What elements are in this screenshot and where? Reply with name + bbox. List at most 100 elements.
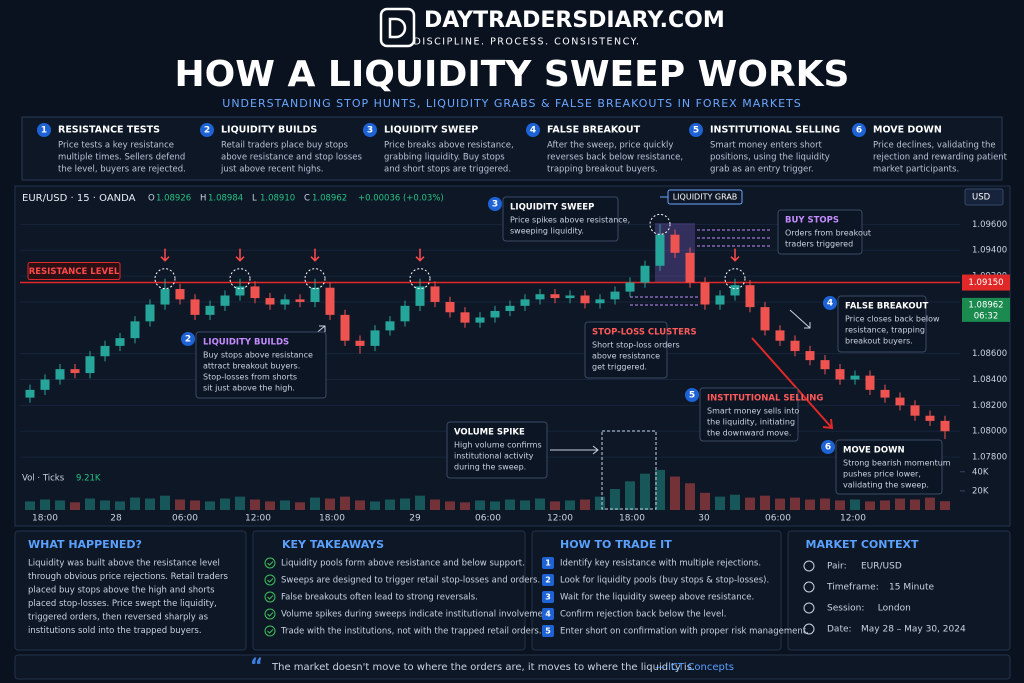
x-tick-label: 06:00 [765, 514, 791, 524]
last-price: 1.08962 [968, 300, 1003, 310]
ohlc-value: 1.08926 [156, 194, 191, 204]
candle-body [745, 285, 755, 308]
volume-bar [130, 497, 140, 510]
candle-body [205, 305, 215, 315]
volume-bar [190, 500, 200, 510]
volume-bar [505, 499, 515, 510]
annotation-box [195, 331, 327, 399]
volume-bar [580, 499, 590, 510]
step-badge [37, 123, 51, 137]
ohlc-label: H [200, 194, 206, 204]
candle-body [520, 299, 530, 306]
context-label: Session: [827, 604, 864, 614]
candle-body [670, 234, 680, 253]
candle-body [415, 286, 425, 306]
candle-body [400, 305, 410, 322]
volume-bar [475, 500, 485, 510]
annotation-title: STOP-LOSS CLUSTERS [592, 328, 697, 338]
step-text: After the sweep, price quickly [547, 141, 673, 151]
step-title: LIQUIDITY SWEEP [384, 125, 478, 136]
countdown: 06:32 [974, 311, 999, 321]
check-mark [267, 578, 274, 583]
volume-bar [370, 501, 380, 510]
candle-body [235, 286, 245, 296]
volume-bar [790, 497, 800, 510]
sell-arrow [751, 337, 834, 430]
step-square [542, 557, 554, 569]
candle-body [595, 299, 605, 304]
annotation-text: Short stop-loss orders [592, 341, 680, 350]
annotation-text: above resistance [592, 352, 660, 361]
annotation-title: BUY STOPS [785, 216, 839, 226]
trade-number: 4 [545, 610, 551, 619]
step-text: positions, using the liquidity [710, 153, 830, 163]
candle-body [460, 312, 470, 323]
volume-bar [865, 501, 875, 510]
check-mark [267, 612, 274, 617]
volume-bar [145, 498, 155, 510]
step-title: RESISTANCE TESTS [58, 125, 160, 136]
annotation-text: pushes price lower, [843, 470, 921, 479]
check-icon [264, 608, 276, 620]
annotation-number: 4 [827, 299, 833, 309]
volume-tick-label: 20K [972, 486, 989, 496]
volume-bar [355, 500, 365, 510]
candle-body [805, 351, 815, 361]
step-text: the level, buyers are rejected. [58, 165, 186, 175]
panel-text: placed buy stops above the high and shor… [28, 586, 215, 596]
volume-label: Vol · Ticks [22, 474, 65, 484]
resistance-price: 1.09150 [968, 278, 1003, 288]
x-tick-label: 30 [698, 514, 710, 524]
annotation-text: during the sweep. [454, 463, 526, 472]
panel-title: HOW TO TRADE IT [560, 538, 672, 551]
step-number: 1 [41, 126, 47, 136]
volume-bar [730, 494, 740, 510]
volume-spike-box [601, 430, 657, 510]
candle-body [430, 286, 440, 302]
step-text: Smart money enters short [710, 141, 823, 151]
annotation-box [837, 295, 927, 353]
volume-bar [115, 501, 125, 510]
volume-bar [25, 501, 35, 510]
candle-body [130, 321, 140, 339]
volume-bar [565, 500, 575, 510]
ohlc-label: L [252, 194, 257, 204]
volume-bar [910, 499, 920, 510]
step-number: 4 [530, 126, 536, 136]
volume-bar [700, 492, 710, 510]
annotation-text: Buy stops above resistance [203, 351, 313, 360]
panel-title: KEY TAKEAWAYS [282, 538, 384, 551]
touch-circle [154, 268, 176, 290]
x-tick-label: 06:00 [172, 514, 198, 524]
down-arrow [160, 248, 170, 262]
candle-body [580, 295, 590, 304]
resistance-label: RESISTANCE LEVEL [29, 267, 120, 277]
volume-bar [175, 499, 185, 510]
candle-body [550, 294, 560, 299]
check-icon [264, 574, 276, 586]
annotation-text: the liquidity, initiating [707, 418, 795, 427]
step-text: Retail traders place buy stops [221, 141, 348, 151]
volume-bar [325, 498, 335, 510]
resistance-tag [962, 274, 1010, 291]
candle-body [835, 369, 845, 380]
y-tick-label: 1.08400 [972, 375, 1007, 385]
candle-body [910, 405, 920, 416]
quote-mark: “ [250, 654, 263, 678]
candle-body [385, 321, 395, 331]
check-icon [264, 557, 276, 569]
candle-body [925, 415, 935, 421]
volume-bar [550, 501, 560, 510]
resistance-label-box [27, 262, 121, 281]
annotation-text: sweeping liquidity. [510, 227, 584, 236]
liquidity-grab: LIQUIDITY GRAB [673, 193, 738, 202]
symbol: EUR/USD · 15 · OANDA [22, 193, 136, 204]
candle-body [160, 289, 170, 305]
annotation-text: resistance, trapping [845, 326, 925, 335]
down-arrow [415, 248, 425, 262]
volume-value: 9.21K [76, 474, 101, 484]
info-panel [531, 530, 782, 651]
annotation-title: INSTITUTIONAL SELLING [707, 394, 823, 404]
step-text: reverses back below resistance, [547, 153, 683, 163]
